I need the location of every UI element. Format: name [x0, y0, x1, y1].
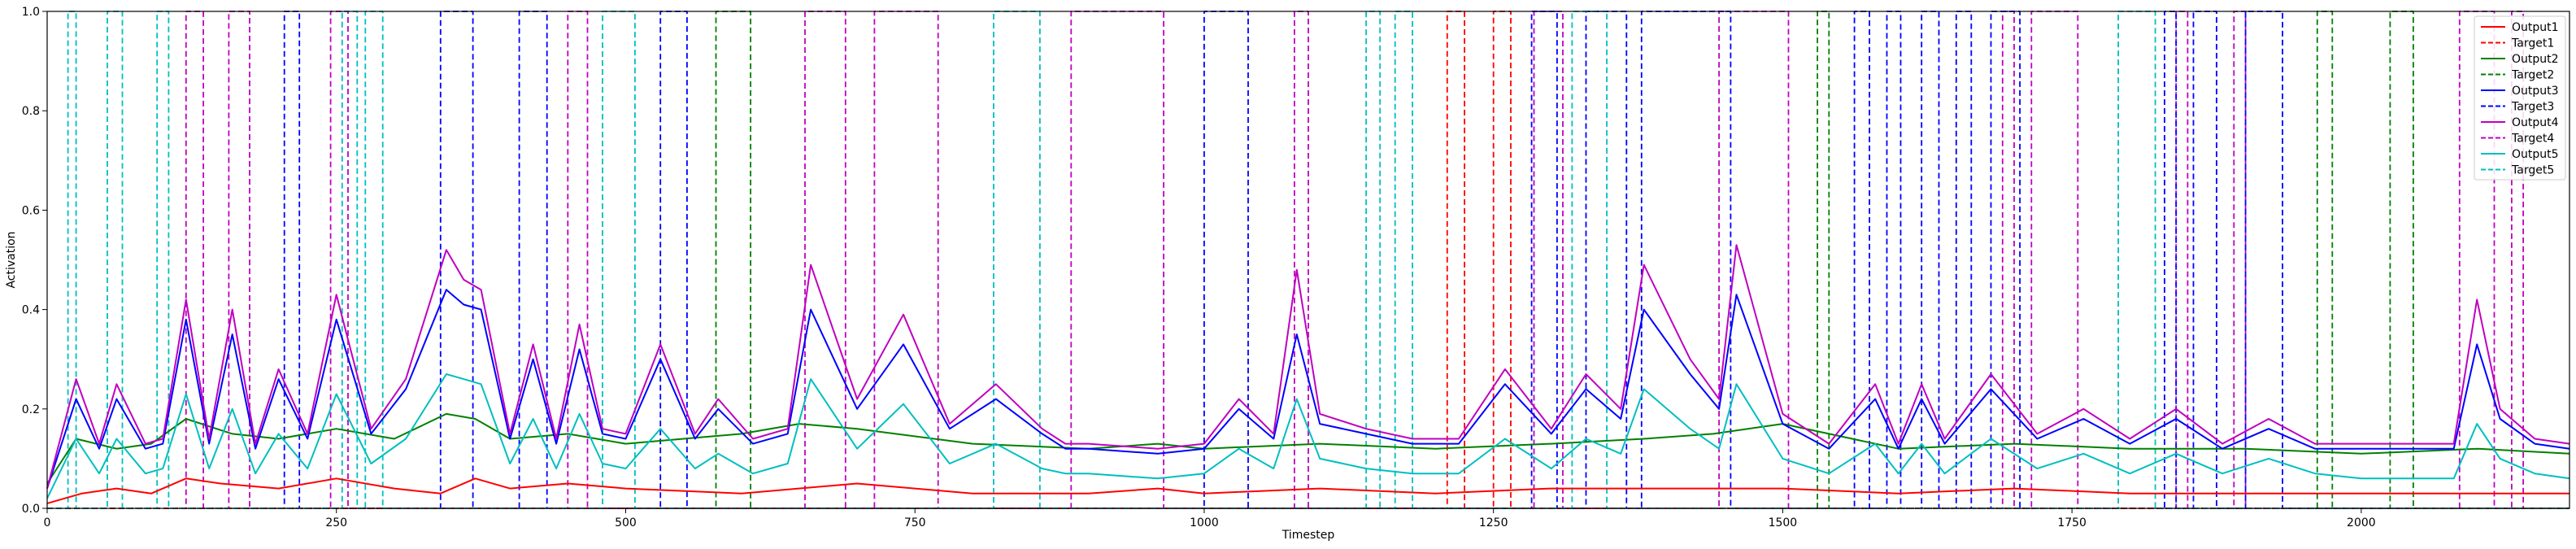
x-tick-label: 1500	[1769, 516, 1798, 529]
y-axis: 0.0 0.2 0.4 0.6 0.8 1.0	[22, 6, 47, 516]
legend-label: Target5	[2511, 164, 2554, 177]
y-tick-label: 0.8	[22, 105, 40, 118]
x-tick-label: 1750	[2057, 516, 2086, 529]
x-axis: 0 250 500 750 1000 1250 1500 1750 2000	[44, 508, 2376, 529]
legend-label: Target3	[2511, 101, 2554, 114]
plot-frame	[46, 11, 2570, 509]
y-tick-label: 0.2	[22, 403, 40, 416]
series-line-output5	[46, 373, 2570, 499]
legend-label: Output4	[2512, 116, 2559, 129]
y-tick-label: 0.4	[22, 304, 40, 317]
x-axis-label: Timestep	[1281, 529, 1335, 542]
series-line-output4	[46, 244, 2570, 489]
legend: Output1 Target1 Output2 Target2 Output3 Targe…	[2474, 15, 2566, 181]
series-line-target5	[47, 11, 2569, 509]
y-tick-label: 1.0	[22, 6, 40, 19]
y-tick-label: 0.0	[22, 503, 40, 516]
y-axis-label: Activation	[5, 231, 18, 288]
legend-label: Target4	[2511, 133, 2554, 146]
legend-label: Target1	[2511, 37, 2554, 50]
legend-label: Output1	[2512, 21, 2559, 34]
x-tick-label: 0	[44, 516, 51, 529]
x-tick-label: 250	[325, 516, 347, 529]
legend-box	[2474, 15, 2566, 181]
legend-label: Output2	[2512, 53, 2559, 66]
x-tick-label: 1250	[1479, 516, 1508, 529]
x-tick-label: 2000	[2347, 516, 2376, 529]
x-tick-label: 500	[615, 516, 637, 529]
x-tick-label: 1000	[1190, 516, 1219, 529]
legend-label: Output3	[2512, 85, 2559, 98]
legend-label: Output5	[2512, 148, 2559, 161]
series-line-output2	[46, 412, 2570, 485]
legend-label: Target2	[2511, 69, 2554, 82]
series-line-output1	[46, 477, 2569, 504]
series-line-output3	[46, 289, 2570, 489]
y-tick-label: 0.6	[22, 204, 40, 217]
x-tick-label: 750	[904, 516, 926, 529]
